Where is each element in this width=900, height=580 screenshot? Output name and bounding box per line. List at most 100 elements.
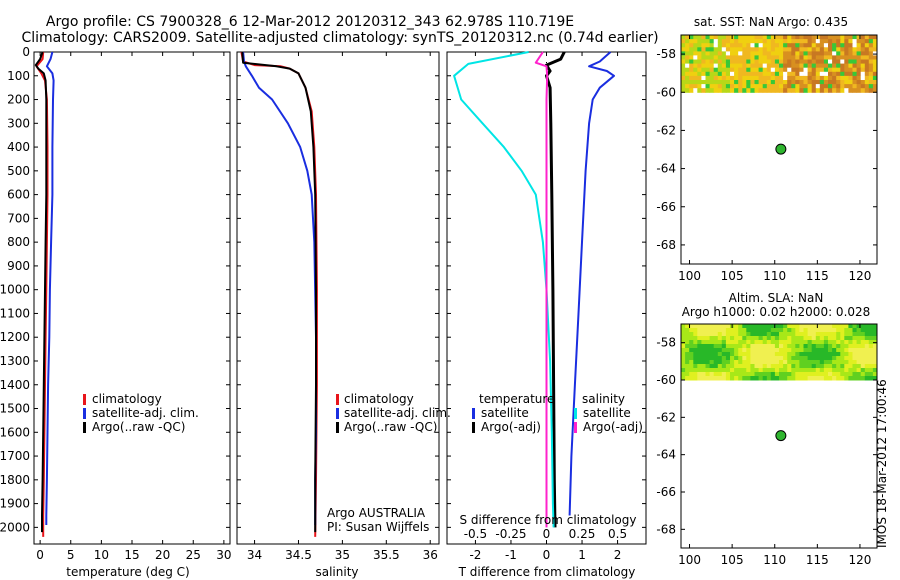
sst-heat-cell bbox=[823, 80, 829, 85]
sla-heat-cell bbox=[823, 328, 829, 333]
sla-heat-cell bbox=[750, 328, 755, 333]
sst-heat-cell bbox=[868, 80, 874, 85]
sst-heat-cell bbox=[681, 67, 686, 73]
sst-heat-cell bbox=[791, 59, 796, 65]
sla-heat-cell bbox=[872, 348, 878, 353]
sla-heat-cell bbox=[856, 352, 862, 357]
sla-heat-cell bbox=[725, 344, 731, 349]
sla-heat-cell bbox=[844, 356, 849, 361]
sst-ytick-label: -62 bbox=[656, 123, 676, 137]
diff-xtick-label: 1 bbox=[578, 548, 586, 562]
sst-heat-cell bbox=[754, 55, 760, 60]
sst-heat-cell bbox=[872, 80, 878, 85]
sst-heat-cell bbox=[868, 47, 874, 52]
sst-heat-cell bbox=[787, 39, 792, 44]
sst-heat-cell bbox=[795, 39, 800, 44]
sst-heat-cell bbox=[693, 35, 698, 40]
sst-heat-cell bbox=[705, 35, 711, 40]
sst-heat-cell bbox=[742, 55, 747, 60]
sst-heat-cell bbox=[815, 80, 821, 85]
sst-heat-cell bbox=[713, 51, 719, 56]
sst-heat-cell bbox=[730, 75, 735, 81]
sst-map-panel: 100 105 110 115 120 -58 -60 -62 -64 -66 -68 bbox=[656, 34, 878, 283]
sla-heat-cell bbox=[774, 348, 780, 353]
sla-heat-cell bbox=[750, 356, 755, 361]
sst-heat-cell bbox=[717, 55, 723, 60]
sla-heat-cell bbox=[815, 364, 821, 369]
sst-heat-cell bbox=[848, 39, 853, 44]
sla-heat-cell bbox=[868, 360, 874, 365]
sst-heat-cell bbox=[791, 84, 796, 89]
sla-xtick-label: 105 bbox=[721, 553, 744, 567]
sst-heat-cell bbox=[840, 84, 845, 89]
sla-heat-cell bbox=[848, 340, 853, 345]
sst-heat-cell bbox=[725, 55, 731, 60]
sst-heat-cell bbox=[803, 51, 809, 56]
diff-series-line-2 bbox=[453, 51, 555, 528]
sla-heat-cell bbox=[832, 328, 837, 333]
sst-heat-cell bbox=[819, 67, 825, 73]
sla-heat-cell bbox=[823, 332, 829, 337]
sla-heat-cell bbox=[693, 332, 698, 337]
sst-heat-cell bbox=[738, 88, 743, 93]
sst-heat-cell bbox=[848, 43, 853, 48]
sla-heat-cell bbox=[717, 372, 723, 377]
sla-heat-cell bbox=[823, 376, 829, 381]
diff-legend-label-sal-argo: Argo(-adj) bbox=[583, 420, 643, 434]
sst-heat-cell bbox=[872, 84, 878, 89]
sst-ytick-label: -66 bbox=[656, 200, 676, 214]
sla-heat-cell bbox=[872, 364, 878, 369]
sla-heat-cell bbox=[868, 368, 874, 373]
difference-top-label: S difference from climatology bbox=[460, 513, 637, 527]
sla-heat-cell bbox=[856, 376, 862, 381]
sla-heat-cell bbox=[823, 324, 829, 329]
sla-heat-cell bbox=[774, 360, 780, 365]
sla-heat-cell bbox=[705, 336, 711, 341]
sla-heat-cell bbox=[795, 368, 800, 373]
sla-heat-cell bbox=[742, 352, 747, 357]
sla-heat-cell bbox=[823, 352, 829, 357]
sst-heat-cell bbox=[750, 63, 755, 69]
sst-heat-cell bbox=[799, 67, 804, 73]
sst-heat-cell bbox=[856, 71, 862, 77]
sst-heat-cell bbox=[811, 71, 817, 77]
sst-heat-cell bbox=[852, 35, 858, 40]
sst-heat-cell bbox=[697, 63, 702, 69]
sst-heat-cell bbox=[734, 51, 739, 56]
sla-heat-cell bbox=[709, 372, 715, 377]
sst-heat-cell bbox=[766, 55, 772, 60]
sst-heat-cell bbox=[864, 88, 870, 93]
sla-heat-cell bbox=[864, 372, 870, 377]
temp-xtick-label: 0 bbox=[36, 548, 44, 562]
sst-heat-cell bbox=[774, 71, 780, 77]
sst-heat-cell bbox=[681, 75, 686, 81]
sst-heat-cell bbox=[787, 55, 792, 60]
sla-heat-cell bbox=[844, 348, 849, 353]
sla-heat-cell bbox=[791, 324, 796, 329]
sla-heat-cell bbox=[742, 376, 747, 381]
sst-heat-cell bbox=[844, 35, 849, 40]
sst-heat-cell bbox=[774, 55, 780, 60]
sla-heat-cell bbox=[766, 340, 772, 345]
sla-heat-cell bbox=[844, 352, 849, 357]
sst-heat-cell bbox=[823, 59, 829, 65]
sla-heat-cell bbox=[864, 356, 870, 361]
depth-tick-label: 2000 bbox=[0, 520, 30, 534]
sst-heat-cell bbox=[836, 55, 841, 60]
sla-heat-cell bbox=[693, 372, 698, 377]
sla-heat-cell bbox=[717, 360, 723, 365]
sst-heat-cell bbox=[717, 43, 723, 48]
sst-heat-cell bbox=[840, 80, 845, 85]
sla-heat-cell bbox=[795, 348, 800, 353]
sla-heat-cell bbox=[811, 336, 817, 341]
sla-heat-cell bbox=[717, 352, 723, 357]
sst-heat-cell bbox=[852, 47, 858, 52]
sla-heat-cell bbox=[762, 340, 768, 345]
sst-heat-cell bbox=[754, 35, 760, 40]
sst-heat-cell bbox=[742, 43, 747, 48]
sla-heat-cell bbox=[701, 348, 706, 353]
sla-heat-cell bbox=[815, 344, 821, 349]
sst-heat-cell bbox=[819, 75, 825, 81]
sla-heat-cell bbox=[766, 324, 772, 329]
sst-heat-cell bbox=[746, 55, 751, 60]
